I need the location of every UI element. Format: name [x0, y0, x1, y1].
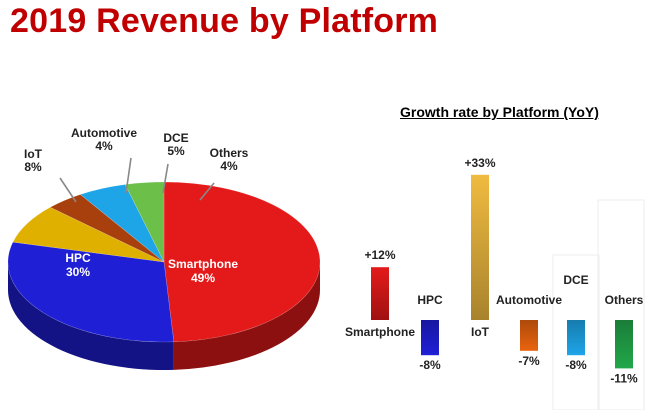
- bar-value-hpc: -8%: [419, 358, 441, 372]
- pie-leader-dce: [162, 163, 169, 194]
- bar-category-dce: DCE: [563, 273, 588, 287]
- bar-hpc: [421, 320, 439, 356]
- growth-chart-title: Growth rate by Platform (YoY): [400, 104, 599, 120]
- pie-slice-automotive: [49, 194, 165, 263]
- pie-slice-others: [124, 181, 165, 263]
- bar-category-others: Others: [605, 293, 644, 307]
- pie-label-iot: IoT: [24, 147, 43, 161]
- bar-iot: [471, 174, 489, 320]
- page-title: 2019 Revenue by Platform: [10, 2, 439, 40]
- bar-labels: +12% Smartphone -8% HPC +33% IoT -7% Automotive…: [345, 156, 644, 386]
- pie-slice-dce: [79, 184, 165, 263]
- pie-value-hpc: 30%: [66, 265, 90, 279]
- bar-value-iot: +33%: [464, 156, 495, 170]
- bar-others: [615, 320, 633, 369]
- bar-smartphone: [371, 267, 389, 320]
- pie-top-faces: [7, 181, 321, 343]
- bar-value-others: -11%: [610, 371, 638, 385]
- bar-dce: [567, 320, 585, 356]
- pie-label-others: Others: [210, 146, 249, 160]
- pie-leader-automotive: [125, 157, 132, 194]
- pie-value-automotive: 4%: [95, 139, 113, 153]
- pie-slice-hpc: [7, 241, 175, 343]
- pie-label-smartphone: Smartphone: [168, 257, 238, 271]
- bar-value-automotive: -7%: [518, 354, 540, 368]
- pie-value-smartphone: 49%: [191, 271, 215, 285]
- bar-category-automotive: Automotive: [496, 293, 562, 307]
- pie-leader-others: [199, 182, 215, 201]
- pie-labels: Smartphone49%HPC30%IoT8%Automotive4%DCE5…: [24, 126, 249, 285]
- pie-value-iot: 8%: [24, 160, 42, 174]
- pie-leader-iot: [59, 177, 77, 203]
- pie-slice-smartphone: [163, 181, 321, 343]
- pie-value-others: 4%: [220, 159, 238, 173]
- pie-label-dce: DCE: [163, 131, 188, 145]
- pie-side-walls: [8, 262, 321, 370]
- pie-label-automotive: Automotive: [71, 126, 137, 140]
- pie-side-hpc: [8, 262, 174, 370]
- pie-side-smartphone: [173, 262, 321, 370]
- bar-category-hpc: HPC: [417, 293, 443, 307]
- bar-background-outlines: [552, 199, 645, 410]
- bar-automotive: [520, 320, 538, 351]
- pie-slice-iot: [12, 206, 165, 263]
- bar-category-iot: IoT: [471, 325, 490, 339]
- pie-value-dce: 5%: [167, 144, 185, 158]
- bar-category-smartphone: Smartphone: [345, 325, 415, 339]
- bar-value-smartphone: +12%: [364, 248, 395, 262]
- bar-value-dce: -8%: [565, 358, 587, 372]
- bar-series: [371, 174, 633, 369]
- pie-label-hpc: HPC: [65, 251, 91, 265]
